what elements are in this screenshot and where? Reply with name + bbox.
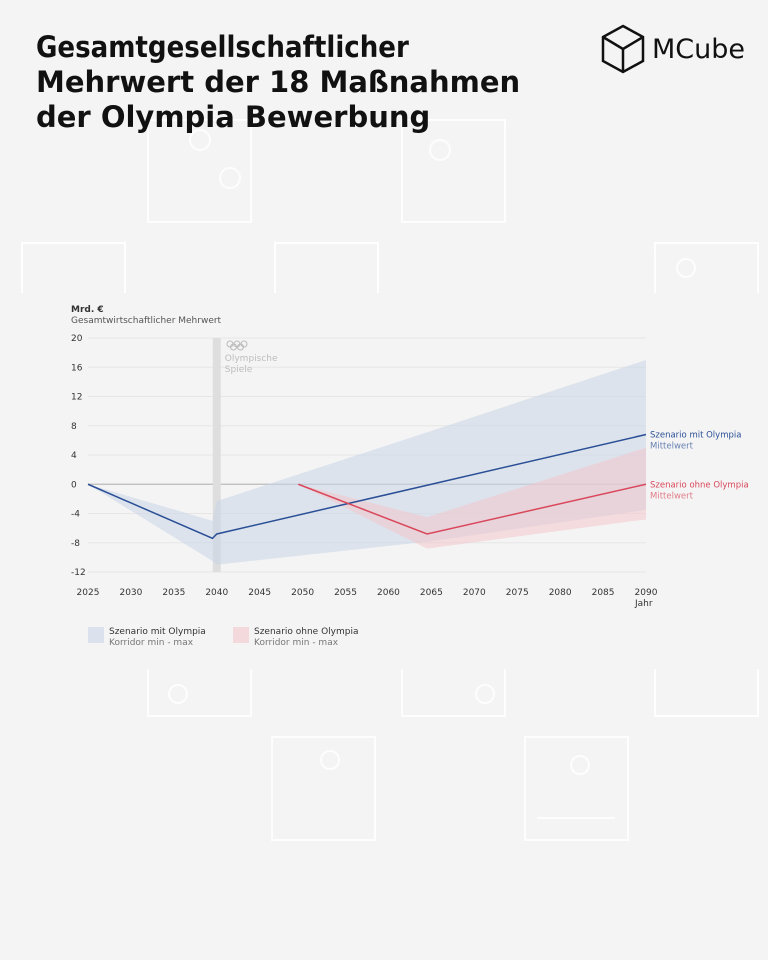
series-sublabel: Mittelwert bbox=[650, 442, 694, 452]
y-tick-label: -4 bbox=[71, 510, 80, 520]
title-line: Mehrwert der 18 Maßnahmen bbox=[36, 65, 520, 99]
y-tick-label: -8 bbox=[71, 539, 80, 549]
x-tick-label: 2085 bbox=[592, 588, 615, 598]
x-tick-label: 2070 bbox=[463, 588, 486, 598]
y-tick-label: 8 bbox=[71, 422, 77, 432]
x-tick-label: 2040 bbox=[205, 588, 228, 598]
series-label: Szenario mit Olympia bbox=[650, 431, 741, 441]
legend-swatch bbox=[233, 627, 249, 643]
annotation: Spiele bbox=[225, 365, 253, 375]
title: Gesamtgesellschaftlicher Mehrwert der 18… bbox=[36, 30, 520, 134]
x-tick-label: 2060 bbox=[377, 588, 400, 598]
line bbox=[298, 483, 647, 535]
legend-sublabel: Korridor min - max bbox=[109, 638, 194, 648]
x-tick-label: 2065 bbox=[420, 588, 443, 598]
band bbox=[298, 447, 646, 549]
title-line: der Olympia Bewerbung bbox=[36, 100, 430, 134]
title-line: Gesamtgesellschaftlicher bbox=[36, 30, 409, 64]
y-unit: Mrd. € bbox=[71, 305, 104, 315]
y-tick-label: 16 bbox=[71, 363, 83, 373]
y-tick-label: 4 bbox=[71, 451, 77, 461]
x-tick-label: 2030 bbox=[119, 588, 142, 598]
x-tick-label: 2075 bbox=[506, 588, 529, 598]
x-tick-label: 2045 bbox=[248, 588, 271, 598]
legend-label: Szenario mit Olympia bbox=[109, 627, 206, 637]
series-label: Szenario ohne Olympia bbox=[650, 480, 749, 490]
x-tick-label: 2080 bbox=[549, 588, 572, 598]
x-tick-label: 2025 bbox=[77, 588, 100, 598]
x-tick-label: 2090 bbox=[635, 588, 658, 598]
y-tick-label: -12 bbox=[71, 568, 86, 578]
olympics-marker bbox=[212, 338, 221, 572]
y-tick-label: 20 bbox=[71, 334, 83, 344]
x-axis-label: Jahr bbox=[634, 599, 653, 609]
legend-label: Szenario ohne Olympia bbox=[254, 627, 358, 637]
brand: MCube bbox=[652, 34, 745, 65]
y-axis-label: Gesamtwirtschaftlicher Mehrwert bbox=[71, 316, 222, 326]
legend-sublabel: Korridor min - max bbox=[254, 638, 339, 648]
logo bbox=[601, 24, 645, 74]
legend-swatch bbox=[88, 627, 104, 643]
line bbox=[87, 433, 647, 540]
series-sublabel: Mittelwert bbox=[650, 491, 694, 501]
x-tick-label: 2035 bbox=[162, 588, 185, 598]
olympic-rings bbox=[226, 340, 248, 351]
y-tick-label: 0 bbox=[71, 480, 77, 490]
annotation: Olympische bbox=[225, 354, 278, 364]
y-tick-label: 12 bbox=[71, 393, 82, 403]
x-tick-label: 2055 bbox=[334, 588, 357, 598]
x-tick-label: 2050 bbox=[291, 588, 314, 598]
